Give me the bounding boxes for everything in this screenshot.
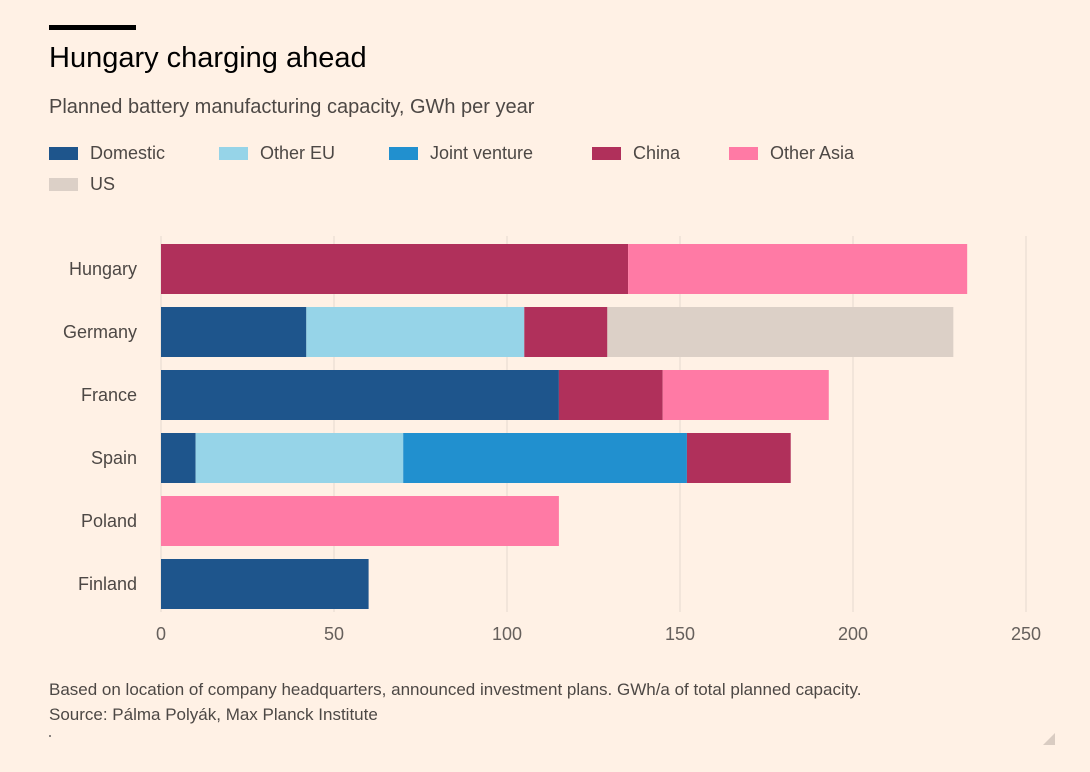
bar-segment xyxy=(607,307,954,357)
y-category-label: Hungary xyxy=(69,259,137,279)
legend-swatch-joint-venture xyxy=(389,146,418,160)
legend-swatch-other-asia xyxy=(729,146,758,160)
legend-swatch-other-eu xyxy=(219,146,248,160)
bar-segment xyxy=(524,307,608,357)
x-tick-label: 50 xyxy=(324,624,344,644)
legend-item-other-asia: Other Asia xyxy=(729,142,854,164)
legend-item-china: China xyxy=(592,142,680,164)
footnote-note: Based on location of company headquarter… xyxy=(49,680,862,699)
bar-segment xyxy=(558,370,663,420)
legend-item-joint-venture: Joint venture xyxy=(389,142,533,164)
y-category-label: France xyxy=(81,385,137,405)
x-tick-label: 200 xyxy=(838,624,868,644)
bar-segment xyxy=(628,244,968,294)
legend-swatch-us xyxy=(49,177,78,191)
legend-label-us: US xyxy=(90,173,116,194)
resize-handle-icon xyxy=(1043,733,1055,745)
legend-label-other-asia: Other Asia xyxy=(770,142,855,163)
x-tick-label: 100 xyxy=(492,624,522,644)
legend-item-domestic: Domestic xyxy=(49,142,165,164)
bar-segment xyxy=(662,370,829,420)
legend-label-joint-venture: Joint venture xyxy=(430,142,534,163)
chart-subtitle: Planned battery manufacturing capacity, … xyxy=(49,96,535,118)
y-category-label: Finland xyxy=(78,574,137,594)
bar-segment xyxy=(161,559,369,609)
bar-segment xyxy=(161,496,559,546)
x-tick-label: 150 xyxy=(665,624,695,644)
bar-segment xyxy=(161,307,307,357)
legend-label-domestic: Domestic xyxy=(90,142,166,163)
bar-segment xyxy=(195,433,404,483)
bar-segment xyxy=(161,370,559,420)
bar-segment xyxy=(686,433,791,483)
footnote-source: Source: Pálma Polyák, Max Planck Institu… xyxy=(49,705,378,724)
legend-label-other-eu: Other EU xyxy=(260,142,336,163)
legend-item-other-eu: Other EU xyxy=(219,142,335,164)
bar-segment xyxy=(161,244,629,294)
x-tick-label: 0 xyxy=(156,624,166,644)
legend-swatch-china xyxy=(592,146,621,160)
title-rule xyxy=(49,25,136,30)
bar-segment xyxy=(403,433,687,483)
chart-title: Hungary charging ahead xyxy=(49,42,367,74)
bar-segment xyxy=(306,307,525,357)
legend-item-us: US xyxy=(49,173,115,195)
corner-mark xyxy=(49,735,51,737)
legend-label-china: China xyxy=(633,142,681,163)
bar-segment xyxy=(161,433,196,483)
legend-swatch-domestic xyxy=(49,146,78,160)
y-category-label: Poland xyxy=(81,511,137,531)
y-category-label: Germany xyxy=(63,322,137,342)
x-tick-label: 250 xyxy=(1011,624,1041,644)
y-category-label: Spain xyxy=(91,448,137,468)
